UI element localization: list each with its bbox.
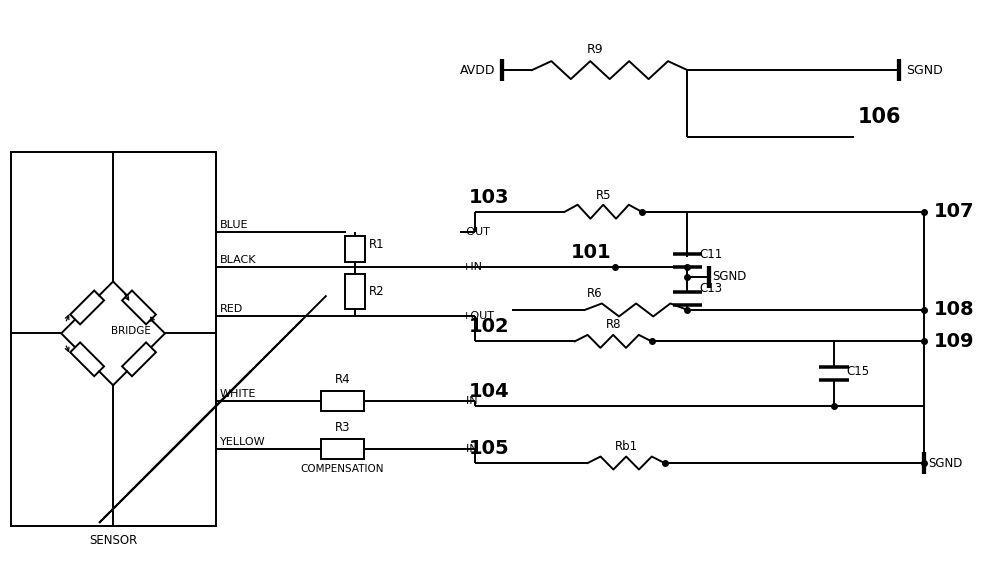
Text: -OUT: -OUT (462, 227, 490, 237)
Text: BLUE: BLUE (220, 220, 248, 230)
Bar (320, 439, 364, 459)
Text: AVDD: AVDD (460, 64, 495, 76)
Text: WHITE: WHITE (220, 389, 256, 399)
Text: C11: C11 (699, 248, 723, 261)
Bar (320, 391, 364, 411)
Text: -IN: -IN (462, 444, 478, 454)
Text: YELLOW: YELLOW (220, 437, 265, 447)
Text: COMPENSATION: COMPENSATION (301, 464, 384, 474)
Text: 105: 105 (468, 439, 509, 458)
Text: C13: C13 (699, 282, 723, 295)
Text: SGND: SGND (906, 64, 943, 76)
Text: R1: R1 (369, 238, 385, 251)
Text: 108: 108 (934, 300, 974, 319)
Text: 102: 102 (468, 317, 509, 336)
Text: R6: R6 (587, 287, 602, 300)
Text: R2: R2 (369, 285, 385, 298)
Text: 109: 109 (934, 332, 974, 351)
Bar (345, 236, 365, 262)
Bar (11, 152, 216, 526)
Text: Rb1: Rb1 (615, 440, 638, 453)
Text: 103: 103 (468, 188, 509, 207)
Text: 107: 107 (934, 202, 974, 221)
Text: R5: R5 (595, 189, 611, 202)
Text: C15: C15 (846, 366, 869, 378)
Text: -IN: -IN (462, 396, 478, 406)
Text: SENSOR: SENSOR (89, 534, 138, 547)
Text: BRIDGE: BRIDGE (111, 326, 151, 336)
Text: SGND: SGND (712, 270, 747, 283)
Text: +IN: +IN (462, 262, 483, 272)
Text: R3: R3 (335, 421, 350, 434)
Text: SGND: SGND (928, 456, 962, 469)
Text: BLACK: BLACK (220, 255, 256, 265)
Text: 106: 106 (857, 107, 901, 127)
Text: +OUT: +OUT (462, 311, 495, 321)
Text: R8: R8 (605, 318, 621, 331)
Bar (345, 273, 365, 310)
Text: RED: RED (220, 304, 243, 314)
Text: R9: R9 (586, 43, 603, 56)
Text: 104: 104 (468, 382, 509, 401)
Text: 101: 101 (571, 243, 612, 262)
Text: R4: R4 (335, 373, 350, 386)
